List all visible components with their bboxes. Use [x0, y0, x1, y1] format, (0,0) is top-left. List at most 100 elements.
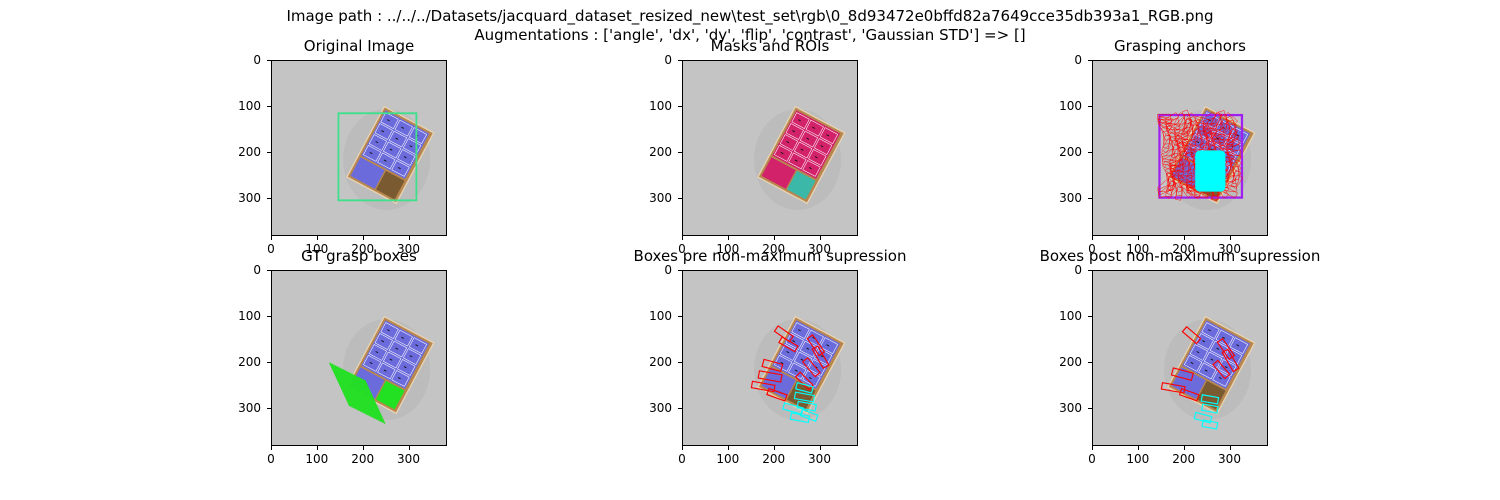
- x-tick-mark: [1137, 446, 1139, 450]
- y-tick-mark: [267, 361, 271, 363]
- x-tick-mark: [1092, 236, 1093, 240]
- y-tick-mark: [1088, 361, 1092, 363]
- x-tick-mark: [727, 236, 729, 240]
- x-tick-mark: [1183, 236, 1185, 240]
- x-tick-label: 100: [1126, 242, 1150, 256]
- x-tick-mark: [271, 236, 272, 240]
- image-canvas: [683, 61, 857, 235]
- y-tick-label: 300: [1059, 400, 1082, 415]
- y-tick-label: 100: [649, 98, 672, 113]
- object-box-0: [345, 105, 435, 205]
- y-tick-label: 300: [649, 190, 672, 205]
- x-tick-mark: [1092, 446, 1093, 450]
- y-tick-mark: [267, 197, 271, 199]
- x-tick-mark: [1137, 236, 1139, 240]
- x-tick-mark: [316, 236, 318, 240]
- y-tick-label: 0: [1074, 263, 1082, 277]
- x-tick-label: 100: [716, 452, 740, 466]
- x-tick-label: 200: [762, 242, 786, 256]
- x-tick-mark: [271, 446, 272, 450]
- x-tick-label: 100: [305, 242, 329, 256]
- y-tick-label: 100: [238, 98, 261, 113]
- x-tick-label: 0: [678, 242, 686, 256]
- object-box-1: [756, 105, 846, 205]
- x-tick-label: 200: [351, 452, 375, 466]
- object-box-4: [756, 315, 846, 415]
- subplot-3: Grasping anchors 0 100 200 300 0 100 200 300: [1059, 37, 1268, 255]
- x-tick-label: 0: [678, 452, 686, 466]
- y-tick-label: 100: [649, 308, 672, 323]
- figure-suptitle-augmentations: Augmentations : ['angle', 'dx', 'dy', 'f…: [474, 26, 1026, 44]
- x-tick-label: 200: [762, 452, 786, 466]
- x-tick-mark: [1183, 446, 1185, 450]
- x-tick-mark: [682, 236, 683, 240]
- y-tick-label: 0: [664, 263, 672, 277]
- y-tick-label: 100: [1059, 308, 1082, 323]
- x-tick-label: 100: [716, 242, 740, 256]
- figure-suptitle-path: Image path : ../../../Datasets/jacquard_…: [286, 7, 1214, 25]
- overlay-4: [750, 325, 830, 424]
- x-tick-mark: [1229, 236, 1231, 240]
- x-tick-label: 100: [1126, 452, 1150, 466]
- x-tick-label: 300: [1218, 452, 1241, 466]
- y-tick-mark: [1088, 407, 1092, 409]
- y-tick-mark: [1088, 270, 1092, 271]
- y-tick-mark: [678, 315, 682, 317]
- image-axes: [682, 60, 858, 236]
- y-tick-label: 300: [238, 190, 261, 205]
- y-tick-mark: [267, 315, 271, 317]
- overlay-3: [329, 362, 386, 424]
- y-tick-mark: [678, 105, 682, 107]
- x-tick-mark: [819, 446, 821, 450]
- y-tick-label: 0: [1074, 53, 1082, 67]
- x-tick-label: 200: [351, 242, 375, 256]
- y-tick-label: 200: [1059, 144, 1082, 159]
- x-tick-mark: [773, 236, 775, 240]
- image-canvas: [272, 271, 446, 445]
- x-tick-mark: [408, 236, 410, 240]
- image-canvas: [1093, 61, 1267, 235]
- y-tick-label: 200: [1059, 354, 1082, 369]
- x-tick-mark: [362, 446, 364, 450]
- x-tick-label: 0: [1088, 242, 1096, 256]
- subplot-title: Grasping anchors: [1114, 37, 1246, 55]
- y-tick-mark: [1088, 105, 1092, 107]
- x-tick-mark: [819, 236, 821, 240]
- y-tick-label: 200: [649, 144, 672, 159]
- x-tick-label: 300: [397, 242, 420, 256]
- y-tick-mark: [678, 361, 682, 363]
- y-tick-mark: [267, 60, 271, 61]
- x-tick-mark: [316, 446, 318, 450]
- x-tick-label: 0: [267, 452, 275, 466]
- x-tick-mark: [727, 446, 729, 450]
- y-tick-label: 200: [238, 354, 261, 369]
- x-tick-label: 300: [1218, 242, 1241, 256]
- y-tick-label: 100: [238, 308, 261, 323]
- y-tick-mark: [267, 151, 271, 153]
- x-tick-label: 300: [808, 242, 831, 256]
- overlay-2: [1157, 109, 1244, 202]
- subplot-6: Boxes post non-maximum supression 0 100 200…: [1040, 247, 1321, 465]
- x-tick-label: 300: [397, 452, 420, 466]
- subplot-5: Boxes pre non-maximum supression 0 100 200 3…: [634, 247, 907, 465]
- x-tick-mark: [773, 446, 775, 450]
- x-tick-label: 100: [305, 452, 329, 466]
- y-tick-label: 200: [649, 354, 672, 369]
- subplot-title: Boxes pre non-maximum supression: [633, 247, 907, 265]
- y-tick-mark: [267, 407, 271, 409]
- subplot-4: GT grasp boxes 0 100 200 300 0 100 200 300: [238, 247, 447, 465]
- image-axes: [682, 270, 858, 446]
- y-tick-mark: [678, 407, 682, 409]
- subplot-title: Masks and ROIs: [710, 37, 830, 55]
- x-tick-mark: [1229, 446, 1231, 450]
- y-tick-mark: [678, 197, 682, 199]
- image-axes: [1092, 270, 1268, 446]
- subplot-1: Original Image 0 100 200 300 0 100 200 300: [238, 37, 447, 255]
- overlay-0: [337, 112, 418, 202]
- y-tick-mark: [678, 60, 682, 61]
- y-tick-label: 300: [649, 400, 672, 415]
- x-tick-label: 200: [1172, 452, 1196, 466]
- x-tick-mark: [408, 446, 410, 450]
- y-tick-mark: [678, 270, 682, 271]
- y-tick-label: 0: [664, 53, 672, 67]
